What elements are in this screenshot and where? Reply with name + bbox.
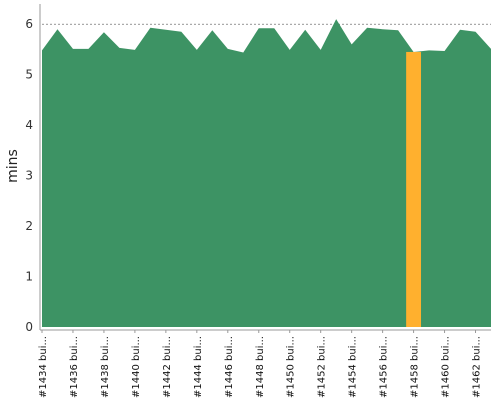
y-axis-ticks: 0 1 2 3 4 5 6 — [25, 17, 33, 334]
x-tick-label: #1458 bui... — [410, 336, 421, 398]
y-tick-label: 3 — [25, 169, 33, 183]
y-tick-label: 4 — [25, 118, 33, 132]
x-tick-label: #1462 bui... — [472, 336, 483, 398]
y-axis-label: mins — [5, 149, 21, 183]
y-tick-label: 5 — [25, 68, 33, 82]
x-tick-label: #1456 bui... — [379, 336, 390, 398]
highlighted-build-bar[interactable] — [406, 51, 422, 327]
duration-area — [42, 19, 491, 327]
x-tick-label: #1438 bui... — [100, 336, 111, 398]
x-tick-label: #1452 bui... — [317, 336, 328, 398]
y-tick-label: 2 — [25, 219, 33, 233]
x-tick-label: #1440 bui... — [131, 336, 142, 398]
y-tick-label: 0 — [25, 320, 33, 334]
y-tick-label: 6 — [25, 17, 33, 31]
x-tick-label: #1446 bui... — [224, 336, 235, 398]
y-tick-label: 1 — [25, 270, 33, 284]
x-tick-label: #1450 bui... — [286, 336, 297, 398]
x-tick-label: #1454 bui... — [348, 336, 359, 398]
x-tick-label: #1448 bui... — [255, 336, 266, 398]
x-tick-label: #1444 bui... — [193, 336, 204, 398]
axes — [39, 4, 491, 331]
x-tick-label: #1436 bui... — [69, 336, 80, 398]
x-tick-label: #1460 bui... — [441, 336, 452, 398]
x-axis-ticks: #1434 bui... #1436 bui... #1438 bui... #144… — [38, 330, 483, 398]
x-tick-label: #1434 bui... — [38, 336, 49, 398]
x-tick-label: #1442 bui... — [162, 336, 173, 398]
